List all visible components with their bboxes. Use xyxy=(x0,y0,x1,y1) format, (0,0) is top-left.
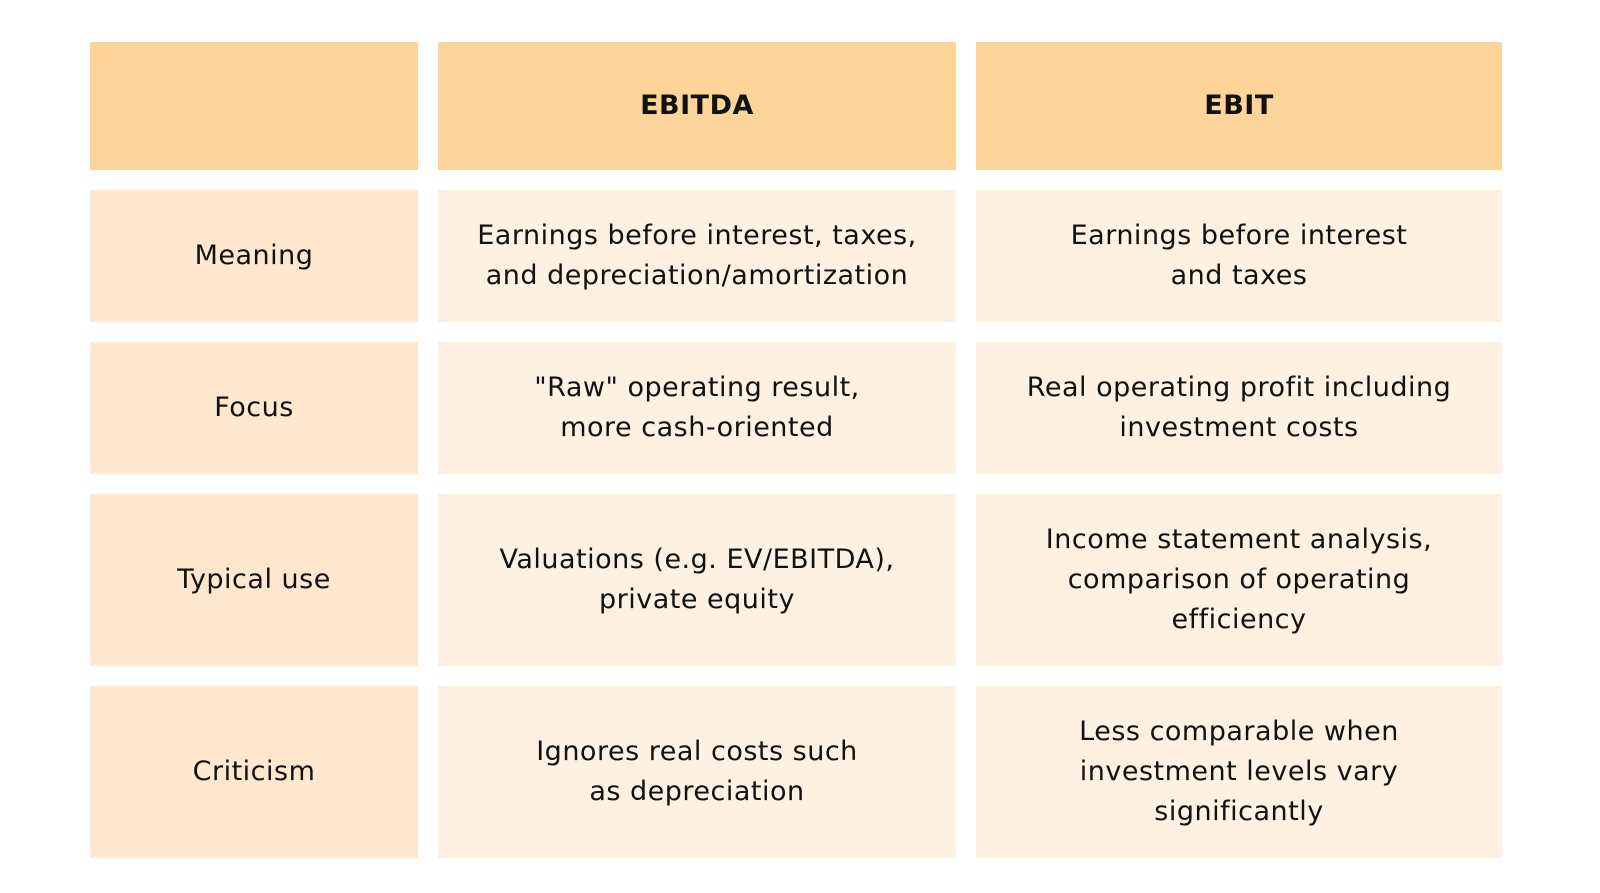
row-label-meaning: Meaning xyxy=(90,190,418,322)
header-ebitda: EBITDA xyxy=(438,42,956,170)
comparison-table: EBITDA EBIT Meaning Earnings before inte… xyxy=(90,42,1502,858)
row-label-typical-use: Typical use xyxy=(90,494,418,666)
header-empty-cell xyxy=(90,42,418,170)
row-label-focus: Focus xyxy=(90,342,418,474)
header-ebit: EBIT xyxy=(976,42,1502,170)
cell-meaning-ebit: Earnings before interest and taxes xyxy=(976,190,1502,322)
cell-criticism-ebit: Less comparable when investment levels v… xyxy=(976,686,1502,858)
cell-focus-ebitda: "Raw" operating result, more cash-orient… xyxy=(438,342,956,474)
cell-typical-use-ebitda: Valuations (e.g. EV/EBITDA), private equ… xyxy=(438,494,956,666)
row-label-criticism: Criticism xyxy=(90,686,418,858)
cell-typical-use-ebit: Income statement analysis, comparison of… xyxy=(976,494,1502,666)
cell-focus-ebit: Real operating profit including investme… xyxy=(976,342,1502,474)
cell-criticism-ebitda: Ignores real costs such as depreciation xyxy=(438,686,956,858)
cell-meaning-ebitda: Earnings before interest, taxes, and dep… xyxy=(438,190,956,322)
